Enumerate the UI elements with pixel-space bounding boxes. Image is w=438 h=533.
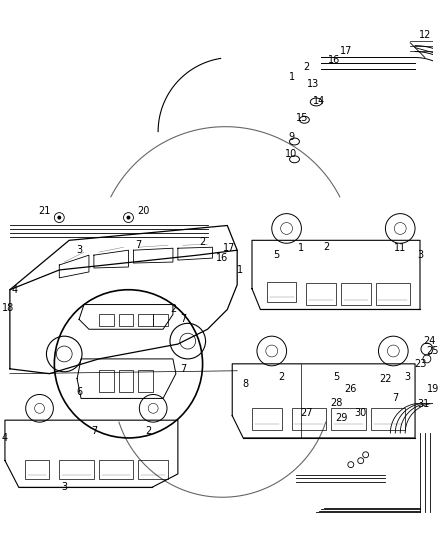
Bar	[331, 408, 366, 430]
Text: 7: 7	[392, 393, 399, 403]
Bar	[59, 459, 94, 480]
Bar	[25, 459, 49, 480]
Text: 21: 21	[38, 206, 51, 216]
Bar	[341, 283, 371, 304]
Text: 17: 17	[223, 243, 236, 253]
Text: 30: 30	[355, 408, 367, 418]
Text: 23: 23	[414, 359, 426, 369]
Bar	[371, 408, 405, 430]
Text: 7: 7	[180, 314, 186, 325]
Text: 27: 27	[300, 408, 313, 418]
Circle shape	[127, 216, 131, 220]
Text: 5: 5	[333, 372, 339, 382]
Text: 17: 17	[340, 46, 352, 55]
Text: 7: 7	[135, 240, 141, 251]
Text: 10: 10	[286, 149, 298, 159]
Text: 5: 5	[274, 250, 280, 260]
Text: 3: 3	[417, 250, 423, 260]
Text: 31: 31	[417, 399, 429, 409]
Bar	[375, 283, 410, 304]
Text: 6: 6	[76, 386, 82, 397]
Bar	[138, 459, 168, 480]
Text: 7: 7	[180, 364, 186, 374]
Bar	[99, 314, 113, 326]
Bar	[252, 408, 282, 430]
Text: 3: 3	[61, 482, 67, 492]
Text: 3: 3	[404, 372, 410, 382]
Text: 11: 11	[394, 243, 406, 253]
Text: 2: 2	[199, 237, 206, 247]
Text: 19: 19	[427, 384, 438, 393]
Text: 4: 4	[2, 433, 8, 443]
Text: 12: 12	[419, 30, 431, 40]
Bar	[153, 314, 168, 326]
Text: 25: 25	[427, 346, 438, 356]
Text: 13: 13	[307, 79, 319, 89]
Text: 24: 24	[424, 336, 436, 346]
Text: 1: 1	[298, 243, 304, 253]
Text: 9: 9	[289, 132, 295, 142]
Text: 18: 18	[2, 303, 14, 312]
Text: 2: 2	[279, 372, 285, 382]
Text: 15: 15	[296, 113, 309, 123]
Text: 1: 1	[289, 72, 295, 82]
Text: 2: 2	[303, 62, 310, 72]
Text: 22: 22	[379, 374, 392, 384]
Text: 1: 1	[237, 265, 243, 275]
Bar	[306, 283, 336, 304]
Text: 26: 26	[345, 384, 357, 393]
Bar	[267, 282, 297, 302]
Bar	[99, 370, 113, 392]
Text: 4: 4	[12, 285, 18, 295]
Bar	[119, 314, 134, 326]
Text: 29: 29	[335, 413, 347, 423]
Text: 20: 20	[137, 206, 149, 216]
Text: 16: 16	[216, 253, 229, 263]
Text: 2: 2	[170, 304, 176, 314]
Text: 2: 2	[323, 242, 329, 252]
Bar	[138, 370, 153, 392]
Text: 14: 14	[313, 96, 325, 106]
Bar	[99, 459, 134, 480]
Bar	[119, 370, 134, 392]
Text: 2: 2	[145, 426, 152, 436]
Bar	[292, 408, 326, 430]
Text: 8: 8	[242, 378, 248, 389]
Text: 3: 3	[76, 245, 82, 255]
Text: 7: 7	[91, 426, 97, 436]
Bar	[138, 314, 153, 326]
Text: 16: 16	[328, 55, 340, 66]
Circle shape	[57, 216, 61, 220]
Text: 28: 28	[330, 398, 342, 408]
